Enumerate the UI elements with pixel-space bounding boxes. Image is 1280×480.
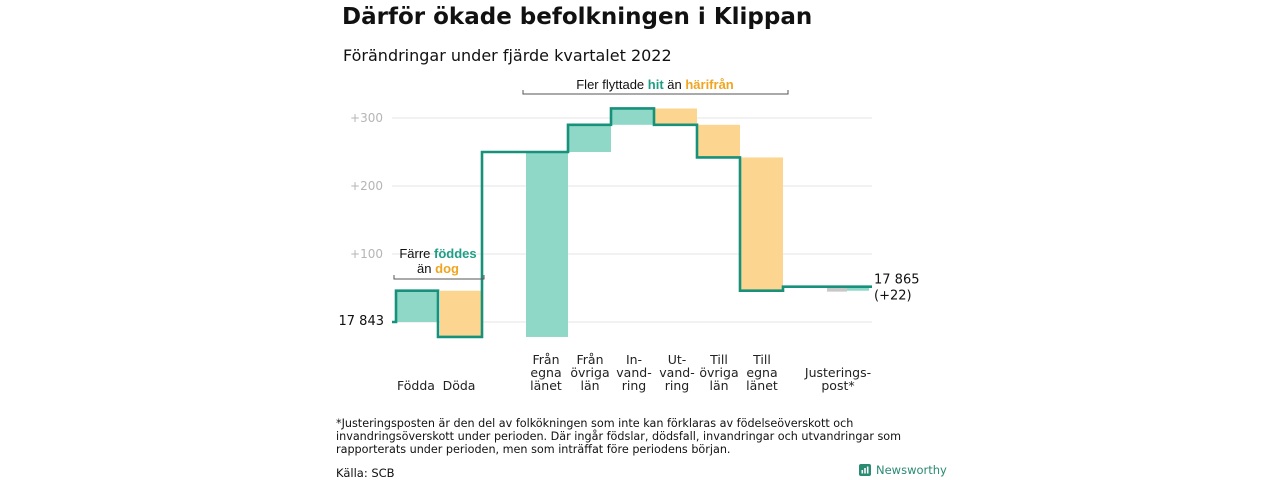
- category-label-2-line-2: länet: [530, 378, 562, 393]
- annotation-born-bracket: [393, 275, 485, 280]
- category-label-8-line-1: post*: [821, 378, 854, 393]
- y-tick-label-2: +300: [350, 111, 383, 125]
- category-label-5-line-0: Ut-: [668, 352, 687, 367]
- source-label: Källa: SCB: [336, 466, 395, 480]
- category-label-7: Till egna länet: [746, 352, 778, 393]
- brand-name: Newsworthy: [876, 463, 947, 477]
- category-label-3-line-2: län: [580, 378, 599, 393]
- y-tick-label-0: +100: [350, 247, 383, 261]
- newsworthy-icon: [859, 464, 871, 476]
- category-label-3-line-0: Från: [576, 352, 603, 367]
- category-label-5: Ut-vand-ring: [659, 352, 694, 393]
- category-label-7-line-0: Till: [752, 352, 771, 367]
- brand-logo: Newsworthy: [859, 463, 947, 477]
- start-value-label: 17 843: [339, 314, 385, 329]
- category-label-2: Från egna länet: [530, 352, 562, 393]
- bar-2: [526, 152, 568, 337]
- adjust-marker: [827, 286, 847, 292]
- category-label-8: Justerings-post*: [804, 365, 871, 393]
- category-label-4-line-1: vand-: [616, 365, 651, 380]
- annotation-moved-bracket: [522, 90, 789, 95]
- category-label-8-line-0: Justerings-: [804, 365, 871, 380]
- category-label-2-line-0: Från: [532, 352, 559, 367]
- bar-0: [396, 290, 438, 322]
- category-label-7-line-1: egna: [746, 365, 777, 380]
- category-label-2-line-1: egna: [530, 365, 561, 380]
- category-label-6-line-0: Till: [709, 352, 728, 367]
- category-label-4: In-vand-ring: [616, 352, 651, 393]
- category-label-3: Från övriga län: [570, 352, 609, 393]
- bar-7: [741, 157, 783, 291]
- bar-6: [698, 124, 740, 158]
- chart-subtitle: Förändringar under fjärde kvartalet 2022: [343, 46, 672, 65]
- category-label-4-line-2: ring: [622, 378, 646, 393]
- category-label-7-line-2: länet: [746, 378, 778, 393]
- y-tick-label-1: +200: [350, 179, 383, 193]
- category-label-3-line-1: övriga: [570, 365, 609, 380]
- end-change-label: (+22): [874, 289, 912, 304]
- cumulative-line: [392, 107, 872, 339]
- category-label-4-line-0: In-: [626, 352, 642, 367]
- chart-title: Därför ökade befolkningen i Klippan: [342, 4, 813, 30]
- category-label-1: Döda: [443, 378, 476, 393]
- footnote: *Justeringsposten är den del av folkökni…: [336, 417, 902, 456]
- category-label-5-line-1: vand-: [659, 365, 694, 380]
- end-value-label: 17 865: [874, 273, 920, 288]
- category-label-0: Födda: [397, 378, 435, 393]
- category-label-6: Till övriga län: [699, 352, 738, 393]
- bar-1: [440, 290, 482, 337]
- category-label-0-line-0: Födda: [397, 378, 435, 393]
- category-label-6-line-2: län: [709, 378, 728, 393]
- annotation-moved: Fler flyttade hit än härifrån: [576, 77, 734, 92]
- annotation-born-line2: än dog: [417, 261, 459, 276]
- bar-3: [569, 124, 611, 152]
- bar-5: [655, 108, 697, 125]
- category-label-1-line-0: Döda: [443, 378, 476, 393]
- bar-4: [612, 108, 654, 125]
- annotation-born-line1: Färre föddes: [399, 246, 476, 261]
- category-label-5-line-2: ring: [665, 378, 689, 393]
- bar-8: [827, 286, 869, 291]
- category-label-6-line-1: övriga: [699, 365, 738, 380]
